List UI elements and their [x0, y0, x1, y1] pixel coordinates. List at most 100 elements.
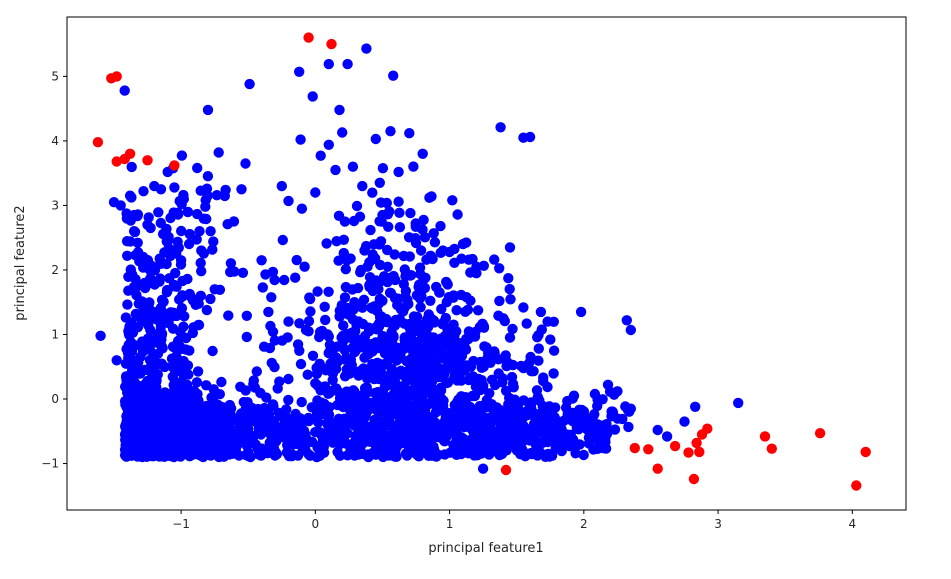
- data-point: [384, 344, 396, 355]
- data-point: [305, 306, 316, 317]
- data-point: [142, 155, 153, 166]
- data-point: [417, 364, 428, 375]
- data-point: [367, 187, 378, 198]
- data-point: [279, 274, 290, 286]
- data-point: [220, 184, 231, 196]
- data-point: [348, 215, 360, 227]
- data-point: [374, 177, 385, 188]
- data-point: [451, 433, 462, 445]
- data-point: [491, 402, 502, 413]
- data-point: [299, 261, 310, 272]
- data-point: [132, 322, 144, 333]
- data-point: [679, 416, 690, 427]
- data-point: [532, 416, 544, 428]
- data-point: [447, 337, 458, 348]
- data-point: [578, 449, 589, 461]
- x-tick-label: −1: [172, 517, 190, 531]
- data-point: [216, 376, 227, 388]
- data-point: [319, 382, 331, 394]
- data-point: [327, 350, 338, 361]
- data-point: [314, 450, 326, 461]
- data-point: [612, 386, 623, 397]
- data-point: [257, 282, 268, 293]
- data-point: [111, 355, 122, 366]
- data-point: [329, 384, 340, 395]
- data-point: [295, 358, 307, 370]
- data-point: [386, 429, 398, 440]
- data-point: [176, 303, 188, 314]
- data-point: [302, 369, 313, 380]
- data-point: [469, 437, 480, 448]
- y-tick-label: 1: [51, 327, 59, 341]
- data-point: [323, 286, 334, 297]
- data-point: [263, 409, 275, 420]
- data-point: [405, 207, 416, 219]
- data-point: [543, 426, 554, 438]
- data-point: [123, 413, 135, 424]
- data-point: [290, 408, 301, 420]
- data-point: [125, 431, 136, 443]
- data-point: [213, 429, 225, 440]
- data-point: [370, 337, 382, 348]
- data-point: [518, 302, 529, 313]
- data-point: [174, 412, 185, 423]
- data-point: [125, 236, 136, 247]
- data-point: [169, 160, 180, 171]
- data-point: [814, 428, 826, 439]
- data-point: [481, 397, 492, 408]
- data-point: [513, 424, 524, 436]
- data-point: [562, 408, 573, 419]
- data-point: [447, 195, 458, 206]
- data-point: [220, 402, 232, 414]
- data-point: [201, 213, 212, 225]
- data-point: [201, 183, 213, 194]
- data-point: [449, 369, 461, 381]
- data-point: [617, 413, 628, 425]
- data-point: [416, 443, 428, 454]
- data-point: [196, 266, 207, 277]
- data-point: [149, 264, 161, 276]
- data-point: [399, 335, 410, 346]
- data-point: [323, 139, 334, 150]
- data-point: [267, 399, 279, 410]
- data-point: [168, 434, 180, 446]
- data-point: [170, 398, 181, 409]
- data-point: [441, 407, 452, 418]
- data-point: [192, 366, 204, 377]
- data-point: [272, 383, 283, 394]
- data-point: [234, 426, 245, 438]
- data-point: [581, 412, 593, 423]
- data-point: [575, 306, 587, 318]
- data-point: [702, 423, 713, 434]
- data-point: [241, 331, 252, 343]
- data-point: [494, 424, 505, 436]
- data-point: [303, 326, 314, 337]
- data-point: [364, 280, 375, 291]
- data-point: [339, 216, 351, 227]
- data-point: [347, 161, 359, 172]
- data-point: [400, 285, 412, 297]
- data-point: [152, 422, 164, 434]
- data-point: [370, 404, 381, 415]
- y-axis-label: principal feature2: [13, 205, 28, 320]
- data-point: [138, 445, 149, 456]
- data-point: [423, 341, 435, 352]
- data-point: [435, 368, 446, 380]
- data-point: [437, 245, 449, 256]
- data-point: [860, 446, 871, 458]
- data-point: [194, 226, 205, 237]
- data-point: [360, 410, 371, 422]
- data-point: [229, 266, 240, 277]
- data-point: [176, 150, 188, 161]
- data-point: [277, 335, 288, 346]
- data-point: [269, 274, 280, 286]
- data-point: [468, 406, 479, 417]
- data-point: [506, 371, 518, 383]
- data-point: [193, 298, 204, 309]
- data-point: [475, 417, 486, 428]
- data-point: [459, 365, 470, 376]
- data-point: [294, 318, 305, 329]
- data-point: [304, 293, 316, 305]
- data-point: [192, 388, 203, 400]
